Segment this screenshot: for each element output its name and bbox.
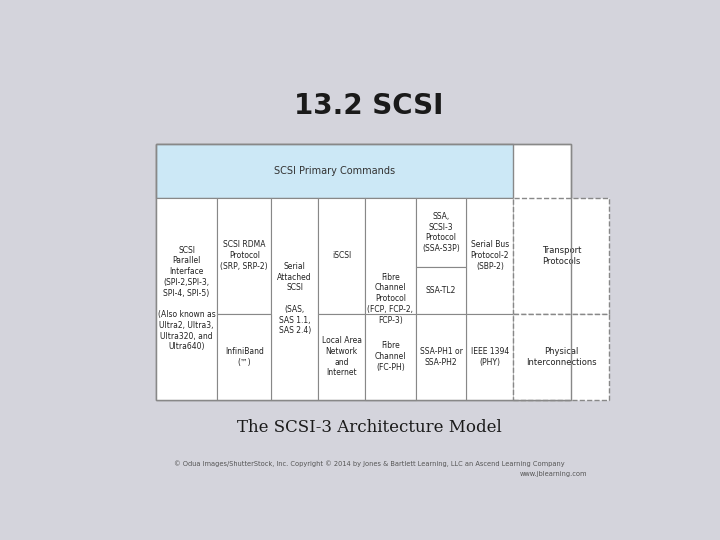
Bar (415, 198, 467, 267)
Text: SSA-TL2: SSA-TL2 (426, 286, 456, 295)
Text: Local Area
Network
and
Internet: Local Area Network and Internet (322, 336, 361, 377)
Text: Physical
Interconnections: Physical Interconnections (526, 347, 597, 367)
Text: Serial
Attached
SCSI

(SAS,
SAS 1.1,
SAS 2.4): Serial Attached SCSI (SAS, SAS 1.1, SAS … (277, 262, 312, 335)
Text: InfiniBand
(™): InfiniBand (™) (225, 347, 264, 367)
Bar (156, 144, 571, 400)
Bar (513, 198, 609, 314)
Bar (365, 314, 415, 400)
Text: Serial Bus
Protocol-2
(SBP-2): Serial Bus Protocol-2 (SBP-2) (471, 240, 509, 271)
Text: The SCSI-3 Architecture Model: The SCSI-3 Architecture Model (237, 419, 501, 436)
Bar (156, 144, 513, 198)
Bar (271, 198, 318, 400)
Bar (365, 198, 415, 400)
Text: 13.2 SCSI: 13.2 SCSI (294, 92, 444, 120)
Bar (318, 314, 365, 400)
Text: Fibre
Channel
(FC-PH): Fibre Channel (FC-PH) (374, 341, 406, 372)
Text: SSA-PH1 or
SSA-PH2: SSA-PH1 or SSA-PH2 (420, 347, 462, 367)
Text: SCSI RDMA
Protocol
(SRP, SRP-2): SCSI RDMA Protocol (SRP, SRP-2) (220, 240, 268, 271)
Text: © Odua Images/ShutterStock, Inc. Copyright © 2014 by Jones & Bartlett Learning, : © Odua Images/ShutterStock, Inc. Copyrig… (174, 461, 564, 467)
Bar (513, 314, 609, 400)
Text: SCSI Primary Commands: SCSI Primary Commands (274, 166, 395, 176)
Text: IEEE 1394
(PHY): IEEE 1394 (PHY) (471, 347, 509, 367)
Bar (467, 314, 513, 400)
Bar (415, 267, 467, 314)
Bar (415, 314, 467, 400)
Bar (318, 198, 365, 314)
Bar (217, 314, 271, 400)
Text: SCSI
Parallel
Interface
(SPI-2,SPI-3,
SPI-4, SPI-5)

(Also known as
Ultra2, Ultr: SCSI Parallel Interface (SPI-2,SPI-3, SP… (158, 246, 215, 352)
Text: Transport
Protocols: Transport Protocols (541, 246, 581, 266)
Text: www.jblearning.com: www.jblearning.com (519, 471, 587, 477)
Text: SSA,
SCSI-3
Protocol
(SSA-S3P): SSA, SCSI-3 Protocol (SSA-S3P) (422, 212, 460, 253)
Text: iSCSI: iSCSI (332, 251, 351, 260)
Bar (156, 144, 571, 400)
Bar (467, 198, 513, 314)
Text: Fibre
Channel
Protocol
(FCP, FCP-2,
FCP-3): Fibre Channel Protocol (FCP, FCP-2, FCP-… (367, 273, 413, 325)
Bar (217, 198, 271, 314)
Bar (156, 198, 217, 400)
